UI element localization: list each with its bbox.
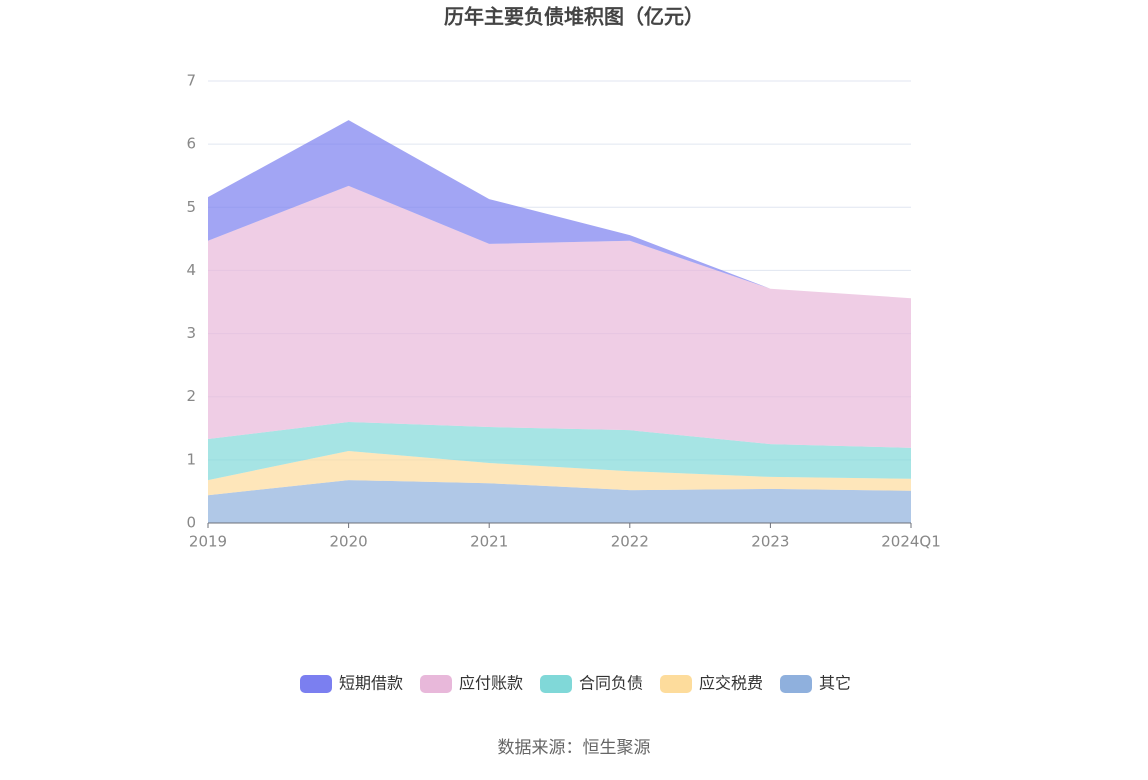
y-tick-label: 2	[186, 387, 196, 405]
y-tick-label: 6	[186, 135, 196, 153]
area	[208, 185, 911, 448]
y-tick-label: 7	[186, 72, 196, 90]
x-tick-label: 2021	[470, 533, 508, 551]
y-tick-label: 0	[186, 514, 196, 532]
legend-label: 合同负债	[579, 674, 643, 693]
legend-label: 其它	[819, 674, 851, 693]
legend-label: 应交税费	[699, 674, 763, 693]
legend-item: 其它	[780, 674, 851, 693]
y-tick-label: 5	[186, 198, 196, 216]
legend-swatch	[780, 675, 812, 693]
area	[208, 421, 911, 481]
legend-swatch	[660, 675, 692, 693]
area	[208, 451, 911, 496]
y-tick-label: 1	[186, 450, 196, 468]
area	[208, 120, 911, 299]
legend-swatch	[540, 675, 572, 693]
legend-item: 合同负债	[540, 674, 643, 693]
x-tick-label: 2024Q1	[881, 533, 941, 551]
y-tick-label: 4	[186, 261, 196, 279]
legend-label: 短期借款	[339, 674, 403, 693]
legend-label: 应付账款	[459, 674, 523, 693]
x-tick-label: 2020	[330, 533, 368, 551]
legend-item: 短期借款	[300, 674, 403, 693]
legend-item: 应交税费	[660, 674, 763, 693]
area	[208, 480, 911, 523]
x-tick-label: 2019	[189, 533, 227, 551]
legend-swatch	[300, 675, 332, 693]
y-tick-label: 3	[186, 324, 196, 342]
x-tick-label: 2023	[751, 533, 789, 551]
x-tick-label: 2022	[611, 533, 649, 551]
legend-swatch	[420, 675, 452, 693]
legend-item: 应付账款	[420, 674, 523, 693]
source-note: 数据来源：恒生聚源	[498, 738, 651, 758]
chart-title: 历年主要负债堆积图（亿元）	[444, 5, 704, 29]
